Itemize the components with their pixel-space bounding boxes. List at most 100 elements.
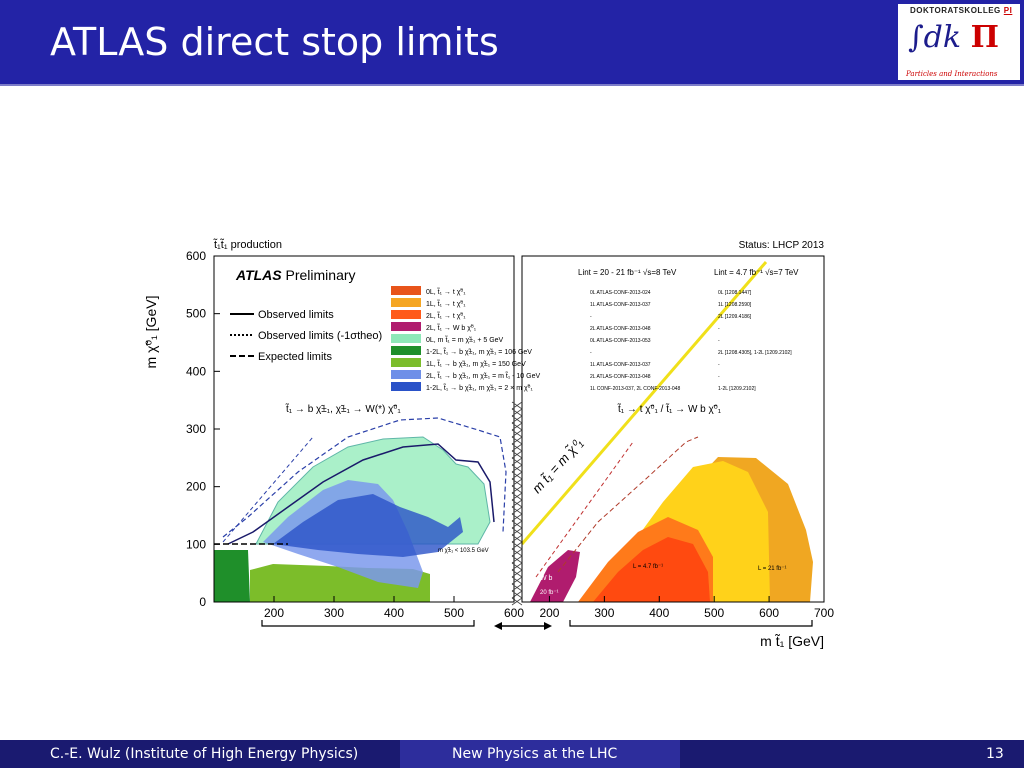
slide-footer: C.-E. Wulz (Institute of High Energy Phy… — [0, 740, 1024, 768]
x-right-tick-label: 500 — [704, 606, 724, 620]
region-7tev-orange — [593, 537, 710, 602]
hatch-mark — [511, 485, 523, 494]
legend-series-label: 0L, m t̃₁ = m χ̃±₁ + 5 GeV — [426, 336, 504, 344]
legend-ref-7tev: - — [718, 362, 720, 368]
hatch-mark — [511, 471, 523, 480]
expected-limit-contour-left — [222, 417, 507, 538]
x-left-tick-label: 600 — [504, 606, 524, 620]
footer-center-band — [400, 740, 680, 768]
legend-line-label: Observed limits (-1σtheo) — [258, 330, 382, 342]
legend-series-label: 2L, t̃₁ → W b χ̃⁰₁ — [426, 324, 477, 332]
right-plot-frame — [521, 255, 825, 603]
hatch-mark — [511, 583, 523, 592]
legend-swatch — [391, 298, 421, 307]
legend-ref-8tev: 0L ATLAS-CONF-2013-053 — [590, 338, 651, 344]
left-decay-label: t̃₁ → b χ̃±₁, χ̃±₁ → W(*) χ̃⁰₁ — [285, 403, 402, 415]
logo-top-badge: PI — [1003, 6, 1013, 15]
y-tick-label: 500 — [186, 307, 206, 321]
legend-swatch — [391, 382, 421, 391]
footer-center: New Physics at the LHC — [452, 746, 618, 762]
legend-swatch — [391, 310, 421, 319]
doktoratskolleg-logo: DOKTORATSKOLLEG PI ∫dk Π Particles and In… — [898, 4, 1020, 80]
hatch-mark — [511, 506, 523, 515]
legend-swatch — [391, 358, 421, 367]
observed-limit-contour — [227, 443, 495, 545]
legend-series-label: 1-2L, t̃₁ → b χ̃±₁, m χ̃±₁ = 106 GeV — [426, 348, 532, 356]
legend-line-label: Expected limits — [258, 351, 332, 363]
hatch-mark — [511, 436, 523, 445]
left-range-bracket — [261, 620, 475, 627]
x-left-tick-label: 200 — [264, 606, 284, 620]
y-tick-label: 600 — [186, 249, 206, 263]
lumi-header-8tev: Lint = 20 - 21 fb⁻¹ √s=8 TeV — [578, 268, 677, 277]
legend-ref-7tev: 2L [1209.4186] — [718, 314, 752, 320]
hatch-mark — [511, 443, 523, 452]
legend-ref-8tev: 1L ATLAS-CONF-2013-037 — [590, 302, 651, 308]
legend-ref-7tev: - — [718, 326, 720, 332]
kinematic-limit-line-left — [222, 436, 314, 543]
hatch-mark — [511, 534, 523, 543]
axis-break-hatch — [511, 401, 523, 606]
legend-series-label: 1L, t̃₁ → b χ̃±₁, m χ̃±₁ = 150 GeV — [426, 360, 526, 368]
right-panel-regions — [530, 436, 813, 602]
x-right-tick-label: 700 — [814, 606, 834, 620]
legend-swatch — [391, 346, 421, 355]
hatch-mark — [511, 408, 523, 417]
legend-ref-7tev: 0L [1208.1447] — [718, 290, 752, 296]
diagonal-mass-line — [520, 261, 768, 545]
hatch-mark — [511, 548, 523, 557]
legend-swatch — [391, 322, 421, 331]
page-number: 13 — [986, 746, 1004, 762]
hatch-mark — [511, 569, 523, 578]
x-left-tick-label: 400 — [384, 606, 404, 620]
atlas-brand-name: ATLAS — [235, 267, 282, 283]
legend-swatch — [391, 370, 421, 379]
chart-status: Status: LHCP 2013 — [739, 240, 825, 251]
logo-main: ∫dk Π — [908, 20, 999, 55]
line-style-legend: Observed limits Observed limits (-1σtheo)… — [230, 309, 382, 363]
legend-ref-7tev: 1L [1208.2590] — [718, 302, 752, 308]
footer-author: C.-E. Wulz (Institute of High Energy Phy… — [50, 746, 359, 762]
panel-link-arrow — [494, 622, 552, 630]
legend-line-label: Observed limits — [258, 309, 334, 321]
region-1-2l-106 — [214, 550, 250, 602]
legend-ref-7tev: 2L [1208.4305], 1-2L [1209.2102] — [718, 350, 792, 356]
y-tick-label: 400 — [186, 364, 206, 378]
chargino-mass-annotation: m χ̃±₁ < 103.5 GeV — [438, 548, 489, 554]
legend-series-label: 1L, t̃₁ → t χ̃⁰₁ — [426, 300, 466, 308]
x-right-tick-label: 600 — [759, 606, 779, 620]
legend-ref-8tev: 2L ATLAS-CONF-2013-048 — [590, 326, 651, 332]
hatch-mark — [511, 527, 523, 536]
hatch-mark — [511, 478, 523, 487]
chart-svg: 0 100 200 300 400 500 600 200 300 400 500 600 200 3… — [138, 232, 848, 657]
hatch-mark — [511, 520, 523, 529]
hatch-mark — [511, 513, 523, 522]
y-tick-label: 300 — [186, 422, 206, 436]
wb-label: W b — [540, 575, 553, 582]
logo-top-text: DOKTORATSKOLLEG PI — [910, 6, 1012, 15]
x-left-tick-label: 300 — [324, 606, 344, 620]
hatch-mark — [511, 429, 523, 438]
hatch-mark — [511, 562, 523, 571]
legend-ref-8tev: - — [590, 350, 592, 356]
series-legend: 0L, t̃₁ → t χ̃⁰₁ 0L ATLAS-CONF-2013-024 0L… — [391, 286, 792, 392]
x-right-tick-label: 400 — [649, 606, 669, 620]
legend-series-label: 0L, t̃₁ → t χ̃⁰₁ — [426, 288, 466, 296]
y-axis-label: m χ̃⁰₁ [GeV] — [143, 296, 159, 369]
hatch-mark — [511, 457, 523, 466]
lumi-header-7tev: Lint = 4.7 fb⁻¹ √s=7 TeV — [714, 268, 799, 277]
hatch-mark — [511, 415, 523, 424]
atlas-stop-limits-chart: 0 100 200 300 400 500 600 200 300 400 500 600 200 3… — [138, 232, 848, 657]
logo-subtitle: Particles and Interactions — [906, 70, 998, 78]
hatch-mark — [511, 555, 523, 564]
legend-ref-7tev: 1-2L [1209.2102] — [718, 386, 756, 392]
legend-swatch — [391, 286, 421, 295]
hatch-mark — [511, 450, 523, 459]
y-tick-label: 200 — [186, 480, 206, 494]
logo-top-label: DOKTORATSKOLLEG — [910, 6, 1001, 15]
region-2l-wb — [530, 550, 580, 602]
chart-title: t̃₁t̃₁ production — [213, 238, 282, 251]
region-1-2l-2x — [273, 494, 463, 557]
y-tick-label: 100 — [186, 537, 206, 551]
left-panel-regions — [214, 417, 507, 602]
